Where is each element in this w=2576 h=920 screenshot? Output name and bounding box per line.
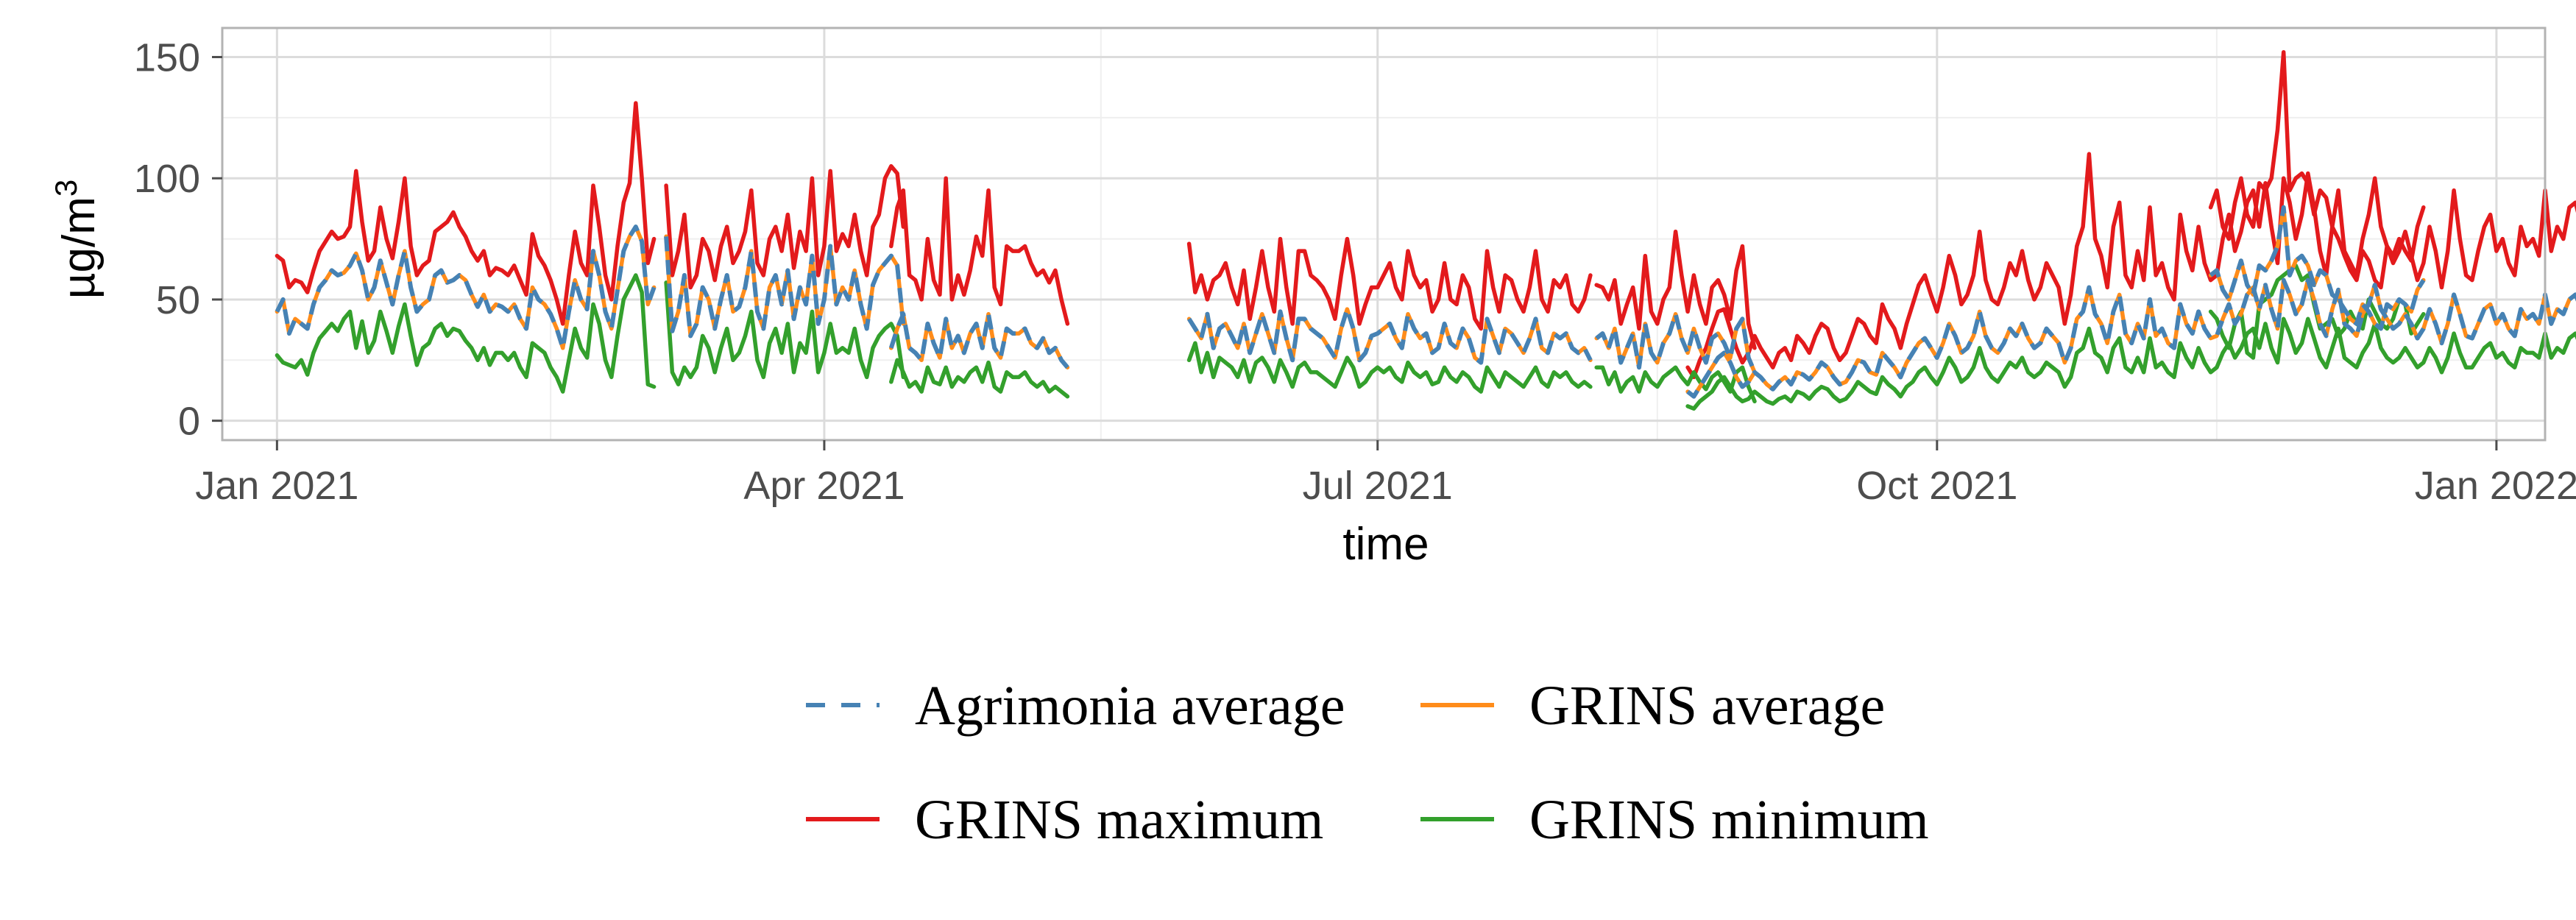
series-line-segment (888, 311, 1069, 369)
series-line-segment (275, 101, 657, 326)
series-agrimonia-average (275, 205, 2576, 399)
series-line-segment (1686, 277, 2576, 399)
series-line-segment (1595, 311, 1757, 373)
legend-label: GRINS minimum (1529, 789, 1929, 851)
legend-label: GRINS average (1529, 675, 1885, 737)
series-line-segment (1594, 365, 1757, 404)
plot-panel-border (221, 26, 2547, 442)
y-axis: 0 50 100 150 (134, 36, 222, 444)
series-line-segment (1187, 307, 1593, 365)
x-tick-label: Jul 2021 (1303, 464, 1453, 508)
y-tick-label: 100 (134, 157, 200, 201)
series-line-segment (275, 224, 657, 350)
x-tick-label: Oct 2021 (1856, 464, 2017, 508)
x-axis: Jan 2021 Apr 2021 Jul 2021 Oct 2021 Jan 2022 (195, 440, 2576, 508)
series-line-segment (1685, 152, 2576, 380)
y-axis-label-unit: µg/m (54, 197, 105, 299)
legend-label: Agrimonia average (915, 675, 1345, 737)
legend-entry: GRINS average (1420, 675, 1885, 737)
legend-label: GRINS maximum (915, 789, 1323, 851)
series-line-segment (664, 236, 906, 339)
x-tick-label: Apr 2021 (743, 464, 905, 508)
minor-gridlines (222, 28, 2545, 440)
series-line-segment (664, 280, 906, 386)
series-line-segment (1186, 236, 1593, 331)
x-tick-label: Jan 2021 (195, 464, 358, 508)
legend-entry: Agrimonia average (806, 675, 1345, 737)
series-line-segment (889, 176, 1070, 326)
series-grins-maximum (275, 50, 2576, 380)
series-line-segment (275, 273, 657, 394)
series-line-segment (1594, 229, 1757, 350)
series-line-segment (664, 164, 906, 290)
legend-entry: GRINS maximum (806, 789, 1323, 851)
y-axis-label: µg/m3 (49, 180, 105, 299)
y-tick-label: 50 (156, 278, 200, 322)
y-tick-label: 150 (134, 36, 200, 80)
series-line-segment (889, 358, 1070, 399)
series-line-segment (2208, 50, 2426, 290)
series-line-segment (1685, 316, 2576, 411)
x-axis-label: time (1342, 519, 1429, 570)
legend-entry: GRINS minimum (1420, 789, 1929, 851)
series-layer (275, 50, 2576, 411)
series-line-segment (2209, 205, 2426, 331)
y-tick-label: 0 (178, 400, 200, 444)
series-line-segment (275, 224, 657, 350)
x-tick-label: Jan 2022 (2415, 464, 2576, 508)
y-axis-label-superscript: 3 (49, 180, 83, 197)
legend: Agrimonia average GRINS average GRINS maxi… (806, 675, 1929, 851)
series-line-segment (1186, 341, 1593, 394)
